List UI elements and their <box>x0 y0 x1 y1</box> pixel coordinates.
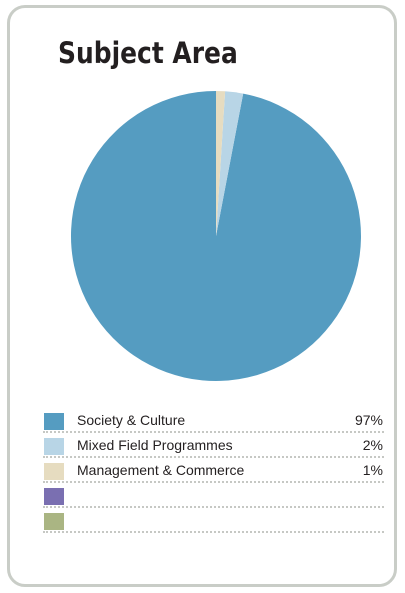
legend-swatch <box>44 463 64 480</box>
legend-label: Management & Commerce <box>77 462 245 478</box>
legend-value: 97% <box>354 412 383 428</box>
legend-row <box>43 483 384 508</box>
legend-label: Society & Culture <box>77 412 186 428</box>
legend-swatch <box>44 413 64 430</box>
pie-slice <box>216 91 226 236</box>
legend-swatch <box>44 488 64 505</box>
legend: Society & Culture 97% Mixed Field Progra… <box>43 408 384 533</box>
legend-swatch <box>44 438 64 455</box>
legend-value: 1% <box>362 462 383 478</box>
legend-label: Mixed Field Programmes <box>77 437 233 453</box>
pie-chart <box>70 91 361 381</box>
legend-row: Society & Culture 97% <box>43 408 384 433</box>
legend-row: Mixed Field Programmes 2% <box>43 433 384 458</box>
chart-title: Subject Area <box>58 36 238 70</box>
pie-slice <box>70 91 361 381</box>
legend-swatch <box>44 513 64 530</box>
legend-row: Management & Commerce 1% <box>43 458 384 483</box>
legend-row <box>43 508 384 533</box>
pie-slice <box>216 91 244 236</box>
legend-value: 2% <box>362 437 383 453</box>
